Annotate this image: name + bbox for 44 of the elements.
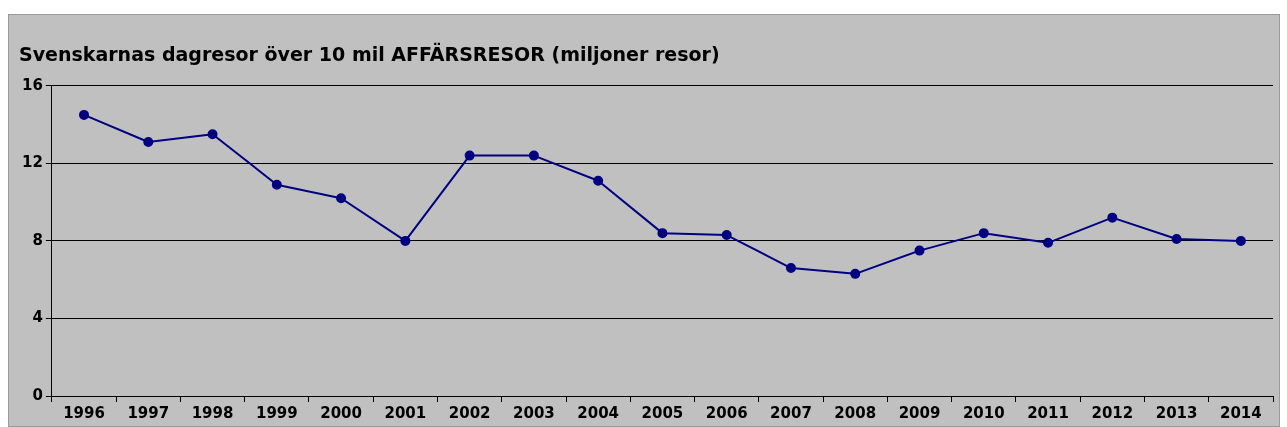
- point: [1171, 233, 1182, 244]
- x-tick-label: 1997: [127, 403, 170, 422]
- point: [978, 228, 989, 239]
- x-tick-label: 2004: [577, 403, 620, 422]
- y-tick-label: 16: [22, 75, 43, 94]
- point: [1235, 235, 1246, 246]
- x-tick-label: 2001: [384, 403, 427, 422]
- x-tick-label: 2005: [641, 403, 684, 422]
- x-tick-label: 2006: [705, 403, 748, 422]
- x-tick-label: 2007: [770, 403, 812, 422]
- point: [528, 150, 539, 161]
- y-tick-label: 12: [22, 153, 43, 172]
- point: [1107, 212, 1118, 223]
- x-tick-label: 2009: [898, 403, 941, 422]
- x-tick-label: 2013: [1155, 403, 1198, 422]
- point: [657, 228, 668, 239]
- point: [785, 263, 796, 274]
- x-tick-label: 2014: [1219, 403, 1262, 422]
- point: [593, 175, 604, 186]
- x-tick-label: 2012: [1091, 403, 1134, 422]
- x-tick-label: 2008: [834, 403, 877, 422]
- point: [914, 245, 925, 256]
- x-tick-label: 2010: [962, 403, 1005, 422]
- x-tick-label: 2003: [513, 403, 555, 422]
- point: [336, 193, 347, 204]
- point: [271, 179, 282, 190]
- y-tick-label: 4: [32, 308, 43, 327]
- x-tick-label: 2000: [320, 403, 362, 422]
- point: [464, 150, 475, 161]
- point: [400, 235, 411, 246]
- x-tick-label: 2011: [1027, 403, 1069, 422]
- point: [850, 268, 861, 279]
- y-tick-label: 0: [32, 385, 43, 404]
- x-tick-label: 2002: [448, 403, 491, 422]
- point: [79, 109, 90, 120]
- y-tick-label: 8: [32, 230, 43, 249]
- point: [1043, 237, 1054, 248]
- chart-title: Svenskarnas dagresor över 10 mil AFFÄRSRESOR (miljoner resor): [19, 42, 720, 66]
- point: [721, 230, 732, 241]
- point: [207, 129, 218, 140]
- x-tick-label: 1996: [63, 403, 105, 422]
- x-tick-label: 1999: [255, 403, 298, 422]
- point: [143, 137, 154, 148]
- x-tick-label: 1998: [191, 403, 234, 422]
